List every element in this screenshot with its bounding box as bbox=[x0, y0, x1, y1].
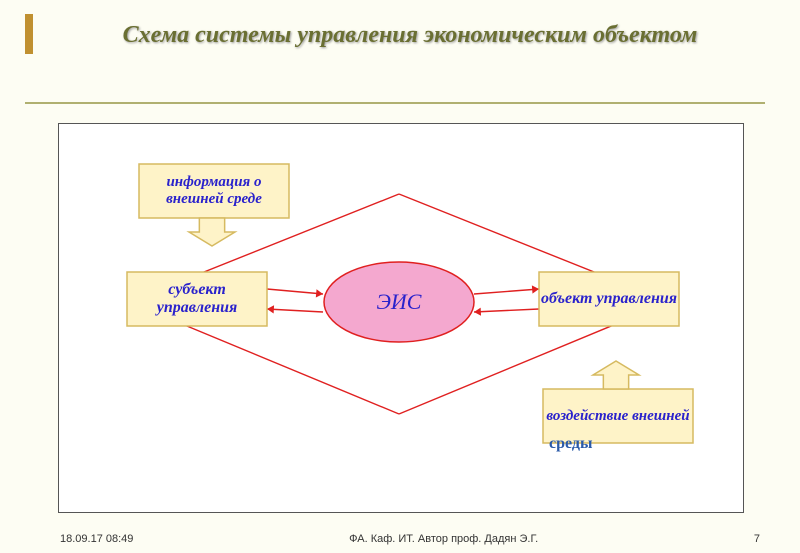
footer-date: 18.09.17 08:49 bbox=[60, 533, 133, 545]
accent-bar bbox=[25, 14, 33, 54]
slide-title: Схема системы управления экономическим о… bbox=[60, 20, 760, 51]
label-sredy: среды bbox=[549, 435, 593, 452]
node-info: информация о внешней среде bbox=[139, 164, 289, 218]
footer-page: 7 bbox=[754, 533, 760, 545]
node-impact: воздействие внешней bbox=[543, 389, 693, 443]
diagram-frame: информация о внешней среде субъект управл… bbox=[58, 123, 744, 513]
footer-author: ФА. Каф. ИТ. Автор проф. Дадян Э.Г. bbox=[349, 533, 538, 545]
diagram-svg: информация о внешней среде субъект управл… bbox=[59, 124, 743, 512]
node-subject: субъект управления bbox=[127, 272, 267, 326]
hr bbox=[25, 102, 765, 104]
node-eis: ЭИС bbox=[377, 289, 422, 314]
footer: 18.09.17 08:49 ФА. Каф. ИТ. Автор проф. … bbox=[60, 533, 760, 545]
node-object: объект управления bbox=[539, 272, 679, 326]
